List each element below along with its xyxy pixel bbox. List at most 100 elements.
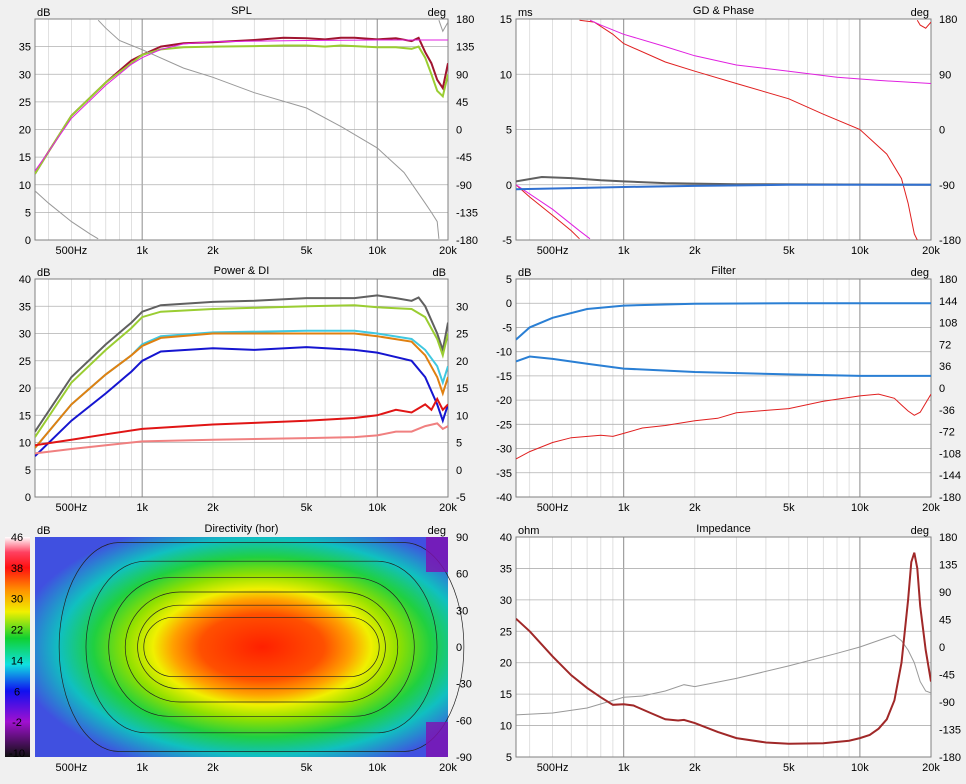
y-axis-label: dB (37, 267, 50, 279)
x-tick-label: 1k (618, 245, 630, 257)
y2-tick-label: -180 (939, 492, 961, 504)
y2-tick-label: 5 (456, 438, 462, 450)
y2-tick-label: 135 (456, 42, 474, 54)
y2-tick-label: -108 (939, 448, 961, 460)
x-tick-label: 500Hz (537, 762, 569, 774)
x-tick-label: 5k (301, 502, 313, 514)
x-tick-label: 20k (439, 502, 457, 514)
y2-tick-label: -135 (456, 207, 478, 219)
series-line-2 (516, 393, 931, 460)
chart-4: 46 38 30 22 14 6 -2 -10 -90 -60 -30 0 30 60 90 Directiv… (5, 523, 472, 774)
y-tick-label: -25 (496, 419, 512, 431)
x-tick-label: 2k (207, 245, 219, 257)
y2-tick-label: 20 (456, 356, 468, 368)
colorbar-label: 38 (11, 563, 23, 575)
y2-tick-label: 90 (456, 69, 468, 81)
x-tick-label: 10k (851, 245, 869, 257)
y2-tick-label: 0 (939, 383, 945, 395)
y-tick-label: 15 (500, 689, 512, 701)
chart-title: Power & DI (214, 265, 270, 277)
x-tick-label: 2k (689, 502, 701, 514)
x-tick-label: 2k (207, 762, 219, 774)
y-tick-label: -30 (496, 444, 512, 456)
y-axis-label: dB (518, 267, 531, 279)
y2-tick-label: -45 (939, 670, 955, 682)
x-tick-label: 20k (922, 502, 940, 514)
x-tick-label: 1k (136, 245, 148, 257)
series-line-6 (35, 422, 448, 455)
y2-tick-label: 0 (456, 125, 462, 137)
y2-tick-label: -45 (456, 152, 472, 164)
plot-border (34, 278, 449, 498)
y-tick-label: 25 (500, 626, 512, 638)
y2-tick-label: 180 (939, 274, 957, 286)
series-line-3 (516, 183, 931, 191)
plot-area (516, 279, 931, 497)
y-tick-label: 5 (506, 752, 512, 764)
heatmap-field (35, 537, 448, 757)
y2-axis-label: deg (428, 525, 446, 537)
x-tick-label: 10k (368, 245, 386, 257)
series-line-0 (516, 19, 931, 240)
y2-tick-label: -144 (939, 470, 961, 482)
x-tick-label: 1k (618, 762, 630, 774)
x-tick-label: 5k (301, 762, 313, 774)
y-tick-label: 30 (19, 69, 31, 81)
y-tick-label: 10 (500, 69, 512, 81)
y-tick-label: 5 (25, 207, 31, 219)
chart-title: Impedance (696, 523, 750, 535)
series-line-1 (35, 44, 448, 175)
plot-border (515, 536, 932, 758)
y-tick-label: 5 (506, 274, 512, 286)
series-line-1 (516, 552, 931, 745)
y2-tick-label: 15 (456, 383, 468, 395)
x-tick-label: 10k (851, 762, 869, 774)
y2-tick-label: -36 (939, 405, 955, 417)
series-line-1 (516, 355, 931, 377)
y-axis-label: ohm (518, 525, 539, 537)
chart-2: 0 5 10 15 20 25 30 35 40 -5 0 5 10 15 20 25 30 Power & DI… (19, 265, 469, 514)
y-tick-label: -15 (496, 371, 512, 383)
colorbar-label: -2 (12, 717, 22, 729)
y-tick-label: 30 (19, 329, 31, 341)
plot-border (515, 18, 932, 241)
x-tick-label: 20k (922, 762, 940, 774)
colorbar-label: 22 (11, 625, 23, 637)
y-tick-label: 15 (500, 14, 512, 26)
contour-line (58, 542, 465, 752)
series-line-1 (35, 304, 448, 438)
contour-line (137, 604, 386, 690)
y-tick-label: 25 (19, 97, 31, 109)
x-tick-label: 1k (136, 762, 148, 774)
colorbar-label: 46 (11, 532, 23, 544)
y-tick-label: 40 (19, 274, 31, 286)
x-tick-label: 2k (689, 762, 701, 774)
y-tick-label: 0 (506, 180, 512, 192)
y-tick-label: 30 (500, 595, 512, 607)
series-line-0 (516, 634, 931, 716)
heatmap-corner-bottom (426, 722, 448, 757)
chart-title: GD & Phase (693, 5, 754, 17)
y2-tick-label: 30 (456, 301, 468, 313)
y-tick-label: 0 (25, 492, 31, 504)
y-tick-label: -40 (496, 492, 512, 504)
colorbar-label: 14 (11, 655, 23, 667)
y-tick-label: 25 (19, 356, 31, 368)
y-tick-label: 35 (19, 42, 31, 54)
x-tick-label: 500Hz (56, 762, 88, 774)
y2-axis-label: dB (433, 267, 446, 279)
y-tick-label: 0 (506, 298, 512, 310)
x-tick-label: 500Hz (537, 245, 569, 257)
x-tick-label: 2k (689, 245, 701, 257)
x-tick-label: 20k (439, 762, 457, 774)
y2-tick-label: 108 (939, 318, 957, 330)
y2-tick-label: 180 (939, 14, 957, 26)
x-tick-label: 1k (136, 502, 148, 514)
plot-border (515, 278, 932, 498)
y-axis-label: ms (518, 7, 533, 19)
y-axis-label: dB (37, 525, 50, 537)
y-tick-label: 10 (19, 438, 31, 450)
y2-tick-label: 0 (939, 642, 945, 654)
plot-border (34, 18, 449, 241)
